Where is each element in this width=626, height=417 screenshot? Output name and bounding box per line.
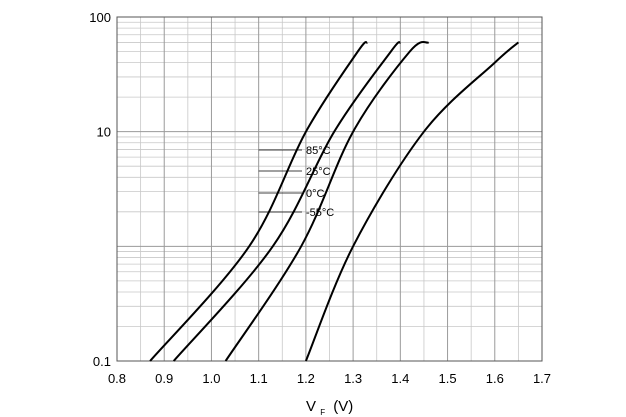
x-axis-title-subscript: F xyxy=(320,408,325,417)
plot-area-frame xyxy=(116,16,543,362)
x-tick-label: 0.9 xyxy=(155,371,173,386)
series-labels: 85°C 25°C 0°C -55°C xyxy=(258,145,334,219)
x-tick-label: 1.7 xyxy=(533,371,551,386)
y-tick-labels: 0.1 10 100 xyxy=(89,10,111,369)
series-line xyxy=(172,40,402,362)
y-tick-label: 100 xyxy=(89,10,111,25)
y-tick-label: 10 xyxy=(97,125,111,140)
x-axis-title: V F (V) xyxy=(306,398,353,417)
minor-grid xyxy=(117,17,542,361)
series-label: 25°C xyxy=(306,166,331,178)
x-tick-labels: 0.8 0.9 1.0 1.1 1.2 1.3 1.4 1.5 1.6 1.7 xyxy=(108,371,551,386)
series-label: 0°C xyxy=(306,188,325,200)
x-tick-label: 0.8 xyxy=(108,371,126,386)
x-axis-title-unit: (V) xyxy=(333,398,353,415)
series-group xyxy=(149,40,520,362)
series-line xyxy=(304,41,520,362)
x-tick-label: 1.1 xyxy=(250,371,268,386)
series-line xyxy=(224,40,430,362)
x-axis-title-main: V xyxy=(306,398,316,415)
y-tick-label: 0.1 xyxy=(93,354,111,369)
x-tick-label: 1.2 xyxy=(297,371,315,386)
x-tick-label: 1.5 xyxy=(439,371,457,386)
series-line xyxy=(149,40,369,362)
series-label: -55°C xyxy=(306,207,334,219)
x-tick-label: 1.0 xyxy=(202,371,220,386)
x-tick-label: 1.4 xyxy=(391,371,409,386)
series-label: 85°C xyxy=(306,145,331,157)
x-tick-label: 1.6 xyxy=(486,371,504,386)
x-tick-label: 1.3 xyxy=(344,371,362,386)
